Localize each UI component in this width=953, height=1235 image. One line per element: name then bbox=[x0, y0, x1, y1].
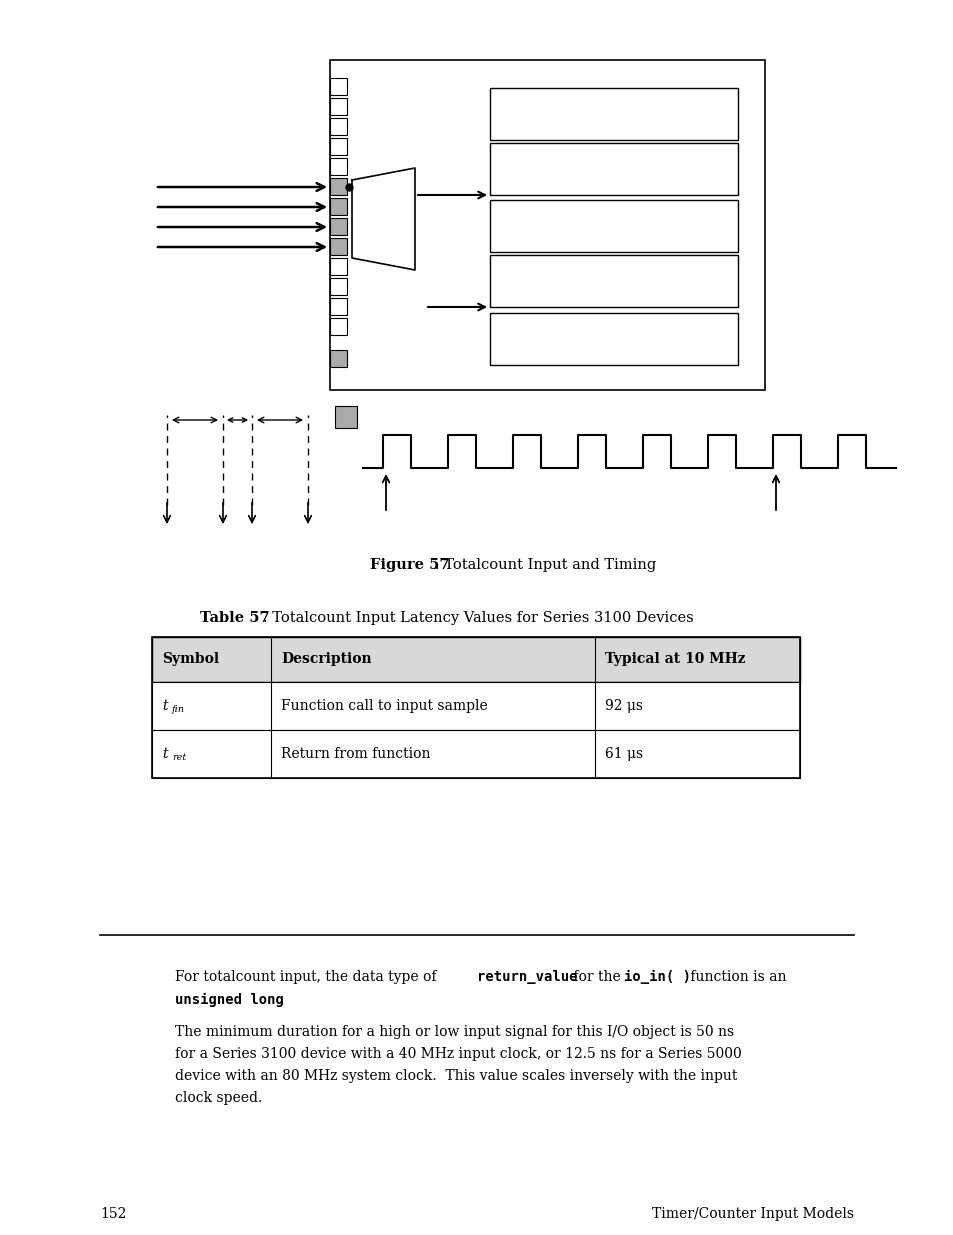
Bar bbox=[330, 78, 347, 95]
Bar bbox=[335, 406, 356, 429]
Text: return_value: return_value bbox=[476, 969, 577, 984]
Bar bbox=[330, 158, 347, 175]
Text: Return from function: Return from function bbox=[281, 747, 430, 761]
Bar bbox=[330, 278, 347, 295]
Text: Table 57: Table 57 bbox=[200, 611, 270, 625]
Text: unsigned long: unsigned long bbox=[174, 993, 284, 1008]
Text: Function call to input sample: Function call to input sample bbox=[281, 699, 487, 713]
Bar bbox=[330, 258, 347, 275]
Bar bbox=[330, 238, 347, 254]
Text: 152: 152 bbox=[100, 1207, 126, 1221]
Text: device with an 80 MHz system clock.  This value scales inversely with the input: device with an 80 MHz system clock. This… bbox=[174, 1070, 737, 1083]
Text: . Totalcount Input and Timing: . Totalcount Input and Timing bbox=[435, 558, 656, 572]
Bar bbox=[330, 350, 347, 367]
Text: Typical at 10 MHz: Typical at 10 MHz bbox=[604, 652, 744, 667]
Text: .: . bbox=[280, 993, 284, 1007]
Text: io_in( ): io_in( ) bbox=[623, 969, 690, 984]
Text: t: t bbox=[162, 699, 168, 713]
Bar bbox=[330, 219, 347, 235]
Text: Symbol: Symbol bbox=[162, 652, 219, 667]
Text: fin: fin bbox=[172, 705, 185, 715]
Text: Figure 57: Figure 57 bbox=[370, 558, 449, 572]
Text: The minimum duration for a high or low input signal for this I/O object is 50 ns: The minimum duration for a high or low i… bbox=[174, 1025, 734, 1039]
Bar bbox=[330, 98, 347, 115]
Text: for a Series 3100 device with a 40 MHz input clock, or 12.5 ns for a Series 5000: for a Series 3100 device with a 40 MHz i… bbox=[174, 1047, 741, 1061]
Bar bbox=[330, 138, 347, 156]
Bar bbox=[490, 143, 738, 195]
Text: Description: Description bbox=[281, 652, 372, 667]
Bar bbox=[490, 312, 738, 366]
Bar bbox=[330, 198, 347, 215]
Text: . Totalcount Input Latency Values for Series 3100 Devices: . Totalcount Input Latency Values for Se… bbox=[263, 611, 693, 625]
Text: clock speed.: clock speed. bbox=[174, 1091, 262, 1105]
Text: Timer/Counter Input Models: Timer/Counter Input Models bbox=[651, 1207, 853, 1221]
Text: function is an: function is an bbox=[685, 969, 785, 984]
Text: ret: ret bbox=[172, 753, 186, 762]
Bar bbox=[490, 88, 738, 140]
Polygon shape bbox=[352, 168, 415, 270]
Text: for the: for the bbox=[568, 969, 624, 984]
Bar bbox=[152, 682, 800, 730]
Bar bbox=[152, 637, 800, 778]
Text: For totalcount input, the data type of: For totalcount input, the data type of bbox=[174, 969, 440, 984]
Bar bbox=[330, 298, 347, 315]
Bar bbox=[152, 730, 800, 778]
Bar bbox=[330, 178, 347, 195]
Bar bbox=[490, 200, 738, 252]
Bar bbox=[490, 254, 738, 308]
Text: 61 μs: 61 μs bbox=[604, 747, 642, 761]
Text: t: t bbox=[162, 747, 168, 761]
Bar bbox=[330, 61, 764, 390]
Bar bbox=[152, 637, 800, 682]
Bar bbox=[330, 119, 347, 135]
Bar bbox=[330, 317, 347, 335]
Text: 92 μs: 92 μs bbox=[604, 699, 642, 713]
